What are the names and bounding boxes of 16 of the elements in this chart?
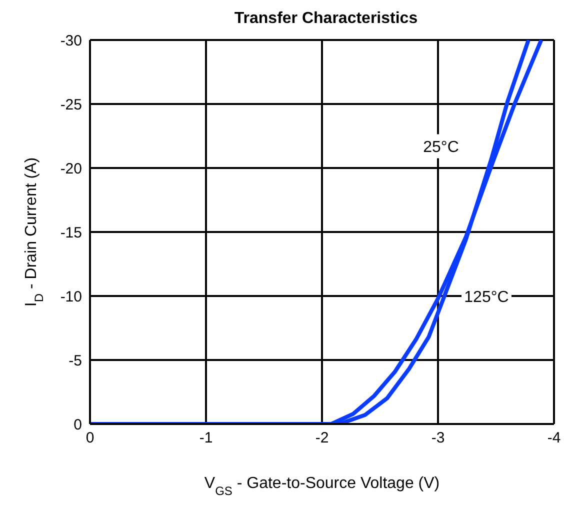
x-tick-label: -3 (431, 430, 445, 447)
y-tick-label: -20 (60, 160, 82, 178)
x-axis-title: V$_{GS}$ - Gate-to-Source Voltage (V) (204, 475, 440, 498)
y-tick-label: -5 (68, 352, 82, 370)
x-tick-label: -2 (315, 430, 329, 447)
y-tick-label: -30 (60, 32, 82, 50)
y-tick-label: 0 (74, 416, 82, 434)
y-tick-label: -25 (60, 96, 82, 114)
annotation: 125°C (464, 289, 509, 306)
x-tick-label: -4 (547, 430, 561, 447)
y-tick-label: -10 (60, 288, 82, 306)
chart-title: Transfer Characteristics (233, 9, 419, 29)
y-tick-label: -15 (60, 224, 82, 242)
x-tick-label: -1 (199, 430, 213, 447)
x-tick-label: 0 (86, 430, 94, 447)
annotation: 25°C (423, 139, 459, 156)
